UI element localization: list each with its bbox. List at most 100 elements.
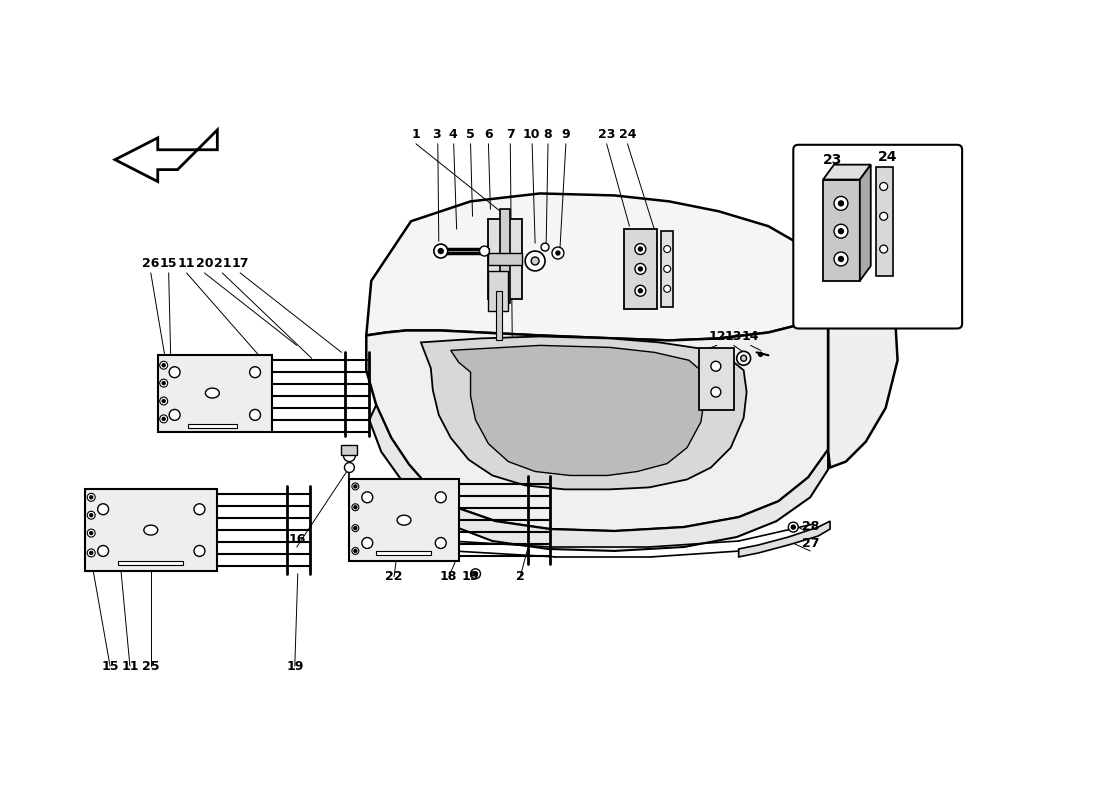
Text: 8: 8 [543, 128, 552, 142]
Polygon shape [488, 219, 522, 298]
Text: 23: 23 [823, 153, 843, 166]
Circle shape [354, 550, 356, 553]
Polygon shape [86, 490, 218, 571]
Ellipse shape [206, 388, 219, 398]
Text: 11: 11 [178, 258, 196, 270]
Circle shape [352, 504, 359, 510]
Circle shape [663, 286, 671, 292]
Polygon shape [451, 346, 705, 475]
Circle shape [250, 410, 261, 420]
Circle shape [433, 244, 448, 258]
Ellipse shape [144, 525, 157, 535]
Text: 1: 1 [411, 128, 420, 142]
Circle shape [354, 485, 356, 488]
Circle shape [880, 182, 888, 190]
Text: 10: 10 [522, 128, 540, 142]
Text: 26: 26 [142, 258, 160, 270]
Circle shape [791, 525, 795, 529]
Circle shape [759, 352, 762, 356]
Circle shape [352, 525, 359, 531]
Circle shape [194, 546, 205, 557]
Circle shape [880, 245, 888, 253]
Circle shape [250, 366, 261, 378]
Text: 25: 25 [142, 660, 160, 673]
Circle shape [343, 450, 355, 462]
Polygon shape [370, 405, 828, 551]
Polygon shape [625, 229, 658, 309]
Circle shape [541, 243, 549, 251]
Circle shape [838, 201, 844, 206]
Polygon shape [157, 355, 272, 432]
Text: 15: 15 [101, 660, 119, 673]
Circle shape [87, 511, 96, 519]
Text: 11: 11 [121, 660, 139, 673]
Circle shape [473, 572, 477, 576]
Circle shape [160, 415, 167, 423]
Circle shape [90, 551, 92, 554]
Text: 15: 15 [160, 258, 177, 270]
Polygon shape [366, 310, 828, 531]
Polygon shape [698, 348, 734, 410]
Circle shape [880, 212, 888, 220]
Polygon shape [496, 290, 503, 341]
Polygon shape [421, 337, 747, 490]
Text: 6: 6 [484, 128, 493, 142]
Circle shape [638, 289, 642, 293]
Text: 17: 17 [231, 258, 249, 270]
Text: 23: 23 [598, 128, 615, 142]
Circle shape [663, 246, 671, 253]
Ellipse shape [397, 515, 411, 525]
Circle shape [838, 229, 844, 234]
Text: 2: 2 [516, 570, 525, 583]
Circle shape [663, 266, 671, 272]
Text: 27: 27 [802, 538, 820, 550]
Polygon shape [118, 561, 183, 565]
Text: 28: 28 [803, 520, 820, 533]
Polygon shape [341, 445, 358, 454]
Polygon shape [860, 165, 871, 281]
Polygon shape [828, 259, 898, 467]
Circle shape [438, 249, 443, 254]
Circle shape [638, 267, 642, 271]
Polygon shape [187, 424, 238, 428]
Circle shape [635, 286, 646, 296]
Text: 18: 18 [440, 570, 458, 583]
Text: 22: 22 [385, 570, 403, 583]
Circle shape [638, 247, 642, 251]
Text: 13: 13 [725, 330, 742, 343]
Text: 20: 20 [196, 258, 213, 270]
Circle shape [740, 355, 747, 362]
Circle shape [160, 362, 167, 370]
Circle shape [552, 247, 564, 259]
Circle shape [635, 243, 646, 254]
Text: 16: 16 [288, 533, 306, 546]
Text: 19: 19 [462, 570, 480, 583]
Polygon shape [500, 210, 510, 302]
Polygon shape [661, 231, 673, 306]
Circle shape [480, 246, 490, 256]
Circle shape [344, 462, 354, 473]
Circle shape [737, 351, 750, 366]
Text: 7: 7 [506, 128, 515, 142]
Circle shape [169, 410, 180, 420]
Text: 3: 3 [432, 128, 441, 142]
Circle shape [834, 252, 848, 266]
Circle shape [352, 483, 359, 490]
Circle shape [525, 251, 544, 271]
Text: 12: 12 [708, 330, 726, 343]
Circle shape [90, 514, 92, 517]
Circle shape [531, 257, 539, 265]
Circle shape [354, 506, 356, 509]
Polygon shape [488, 271, 508, 310]
Circle shape [711, 387, 720, 397]
Polygon shape [366, 194, 828, 341]
Circle shape [352, 547, 359, 554]
Polygon shape [739, 521, 830, 557]
Circle shape [635, 263, 646, 274]
Circle shape [471, 569, 481, 578]
Circle shape [87, 549, 96, 557]
Polygon shape [823, 179, 860, 281]
Text: 21: 21 [213, 258, 231, 270]
FancyBboxPatch shape [793, 145, 962, 329]
Circle shape [90, 496, 92, 499]
